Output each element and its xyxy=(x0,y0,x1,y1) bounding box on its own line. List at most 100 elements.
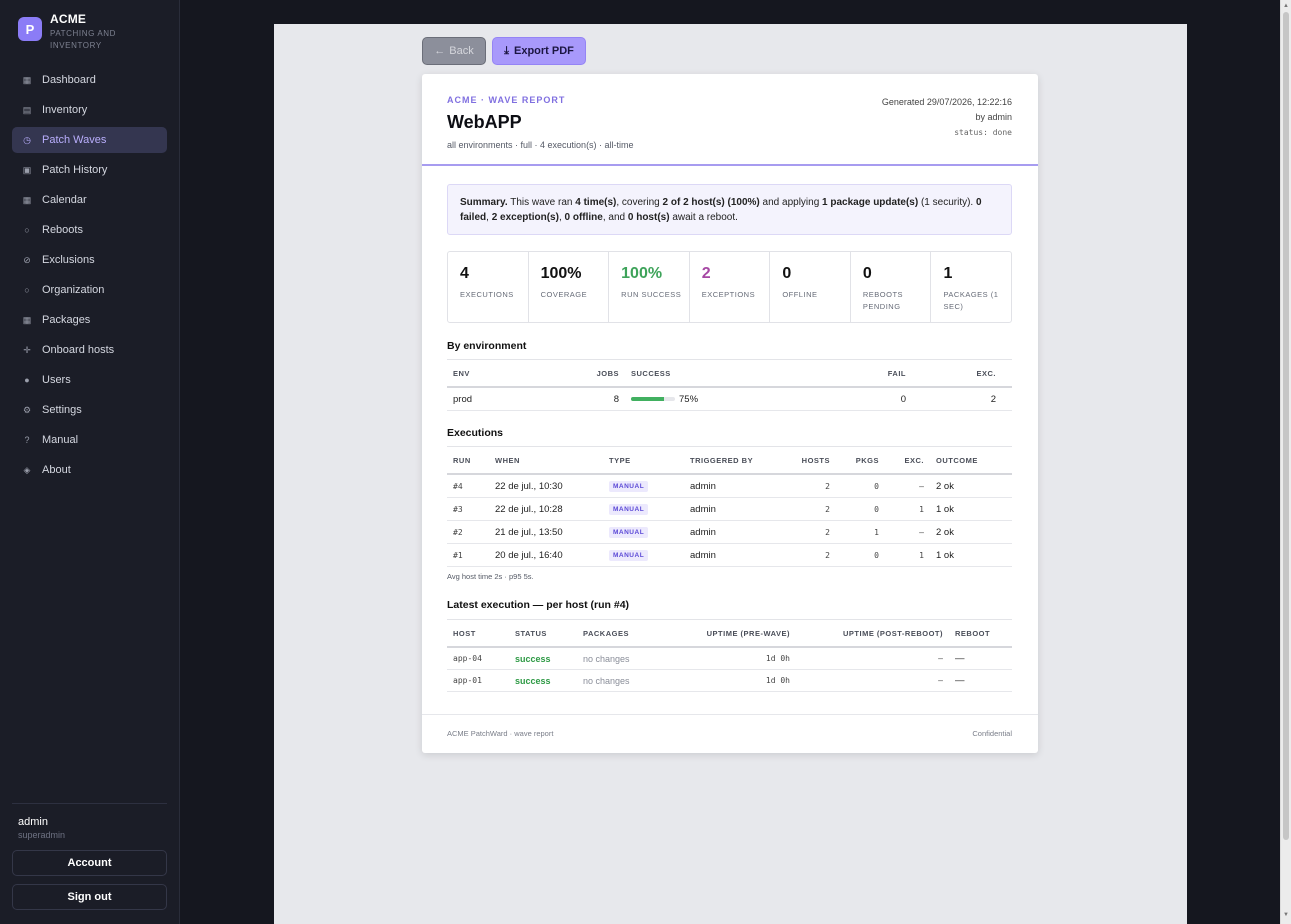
column-header: WHEN xyxy=(495,455,520,465)
export-label: Export PDF xyxy=(513,45,574,57)
exec-run: #3 xyxy=(453,504,463,514)
host-reboot: — xyxy=(955,653,965,664)
account-button[interactable]: Account xyxy=(12,850,167,876)
by-environment-table: ENV JOBS SUCCESS FAIL EXC. prod 8 75% 0 2 xyxy=(447,359,1012,411)
sidebar-item-packages[interactable]: ▦ Packages xyxy=(12,307,167,333)
column-header: REBOOT xyxy=(955,628,991,638)
stat-exceptions: 2 EXCEPTIONS xyxy=(690,252,771,322)
sidebar-item-reboots[interactable]: ○ Reboots xyxy=(12,217,167,243)
user-role: superadmin xyxy=(18,830,66,840)
sidebar-item-calendar[interactable]: ▦ Calendar xyxy=(12,187,167,213)
package-icon: ▦ xyxy=(22,314,32,325)
plus-icon: ✛ xyxy=(23,344,31,355)
summary-lead: Summary. xyxy=(460,197,508,208)
user-name: admin xyxy=(18,816,48,828)
by-environment-heading: By environment xyxy=(447,340,527,352)
sidebar-item-patch-history[interactable]: ▣ Patch History xyxy=(12,157,167,183)
exec-hosts: 2 xyxy=(825,504,830,514)
stat-value: 4 xyxy=(460,265,469,282)
summary-text: , xyxy=(558,212,565,223)
sidebar-item-organization[interactable]: ○ Organization xyxy=(12,277,167,303)
table-row[interactable]: app-04 success no changes 1d 0h — — xyxy=(447,648,1012,670)
column-header: TYPE xyxy=(609,455,631,465)
env-exceptions: 2 xyxy=(990,393,996,405)
column-header: HOST xyxy=(453,628,476,638)
sidebar-item-label: Packages xyxy=(42,314,91,326)
sidebar-item-about[interactable]: ◈ About xyxy=(12,457,167,483)
stat-executions: 4 EXECUTIONS xyxy=(448,252,529,322)
sidebar-item-manual[interactable]: ? Manual xyxy=(12,427,167,453)
sidebar-item-onboard-hosts[interactable]: ✛ Onboard hosts xyxy=(12,337,167,363)
table-header-row: HOST STATUS PACKAGES UPTIME (PRE-WAVE) UPTIM… xyxy=(447,620,1012,648)
summary-text: (1 security). xyxy=(918,197,976,208)
sidebar-item-users[interactable]: ● Users xyxy=(12,367,167,393)
stat-packages-1-sec: 1 PACKAGES (1 SEC) xyxy=(931,252,1011,322)
scrollbar[interactable]: ▲ ▼ xyxy=(1280,0,1291,924)
user-block: admin superadmin xyxy=(12,803,167,840)
table-row[interactable]: #1 20 de jul., 16:40 MANUAL admin 2 0 1 1 ok xyxy=(447,544,1012,567)
export-pdf-button[interactable]: ⤓ Export PDF xyxy=(492,37,586,65)
summary-executions: 4 time(s) xyxy=(575,197,617,208)
wave-report: ACME · WAVE REPORT WebAPP all environmen… xyxy=(422,74,1038,753)
exec-hosts: 2 xyxy=(825,527,830,537)
exec-by: admin xyxy=(690,503,716,515)
column-header: UPTIME (POST-REBOOT) xyxy=(843,628,943,638)
stats-row: 4 EXECUTIONS 100% COVERAGE 100% RUN SUCCESS 2 E… xyxy=(447,251,1012,323)
scroll-down-arrow-icon[interactable]: ▼ xyxy=(1283,912,1289,918)
table-row[interactable]: #4 22 de jul., 10:30 MANUAL admin 2 0 — 2 ok xyxy=(447,475,1012,498)
exec-pkgs: 1 xyxy=(874,527,879,537)
table-header-row: RUN WHEN TYPE TRIGGERED BY HOSTS PKGS EXC. OUTC… xyxy=(447,447,1012,475)
exec-outcome: 2 ok xyxy=(936,526,954,538)
sidebar-item-label: Organization xyxy=(42,284,105,296)
latest-execution-heading: Latest execution — per host (run #4) xyxy=(447,599,630,611)
table-row[interactable]: #3 22 de jul., 10:28 MANUAL admin 2 0 1 1 ok xyxy=(447,498,1012,521)
exec-outcome: 1 ok xyxy=(936,503,954,515)
host-pre: 1d 0h xyxy=(765,676,790,685)
footer-right: Confidential xyxy=(972,729,1012,738)
generated-by: by admin xyxy=(975,112,1012,122)
stat-reboots-pending: 0 REBOOTS PENDING xyxy=(851,252,932,322)
exec-exc: — xyxy=(919,481,924,491)
column-header: TRIGGERED BY xyxy=(690,455,754,465)
per-host-table: HOST STATUS PACKAGES UPTIME (PRE-WAVE) UPTIM… xyxy=(447,619,1012,692)
column-header: JOBS xyxy=(596,368,619,378)
calendar-icon: ▦ xyxy=(22,194,32,205)
host-reboot: — xyxy=(955,675,965,686)
brand-name: ACME xyxy=(50,12,87,26)
sidebar-item-patch-waves[interactable]: ◷ Patch Waves xyxy=(12,127,167,153)
brand[interactable]: P ACME PATCHING AND INVENTORY xyxy=(18,12,130,52)
sidebar-item-label: Patch Waves xyxy=(42,134,107,146)
sidebar-item-inventory[interactable]: ▤ Inventory xyxy=(12,97,167,123)
host-host: app-04 xyxy=(453,654,482,663)
back-button[interactable]: ← Back xyxy=(422,37,486,65)
stat-value: 0 xyxy=(862,265,872,282)
summary-text: This wave ran xyxy=(507,197,576,208)
arrow-left-icon: ← xyxy=(434,45,446,57)
column-header: HOSTS xyxy=(801,455,830,465)
sign-out-button[interactable]: Sign out xyxy=(12,884,167,910)
report-footer: ACME PatchWard · wave report Confidentia… xyxy=(422,714,1038,753)
type-badge: MANUAL xyxy=(609,481,649,492)
question-icon: ? xyxy=(24,435,30,445)
sidebar-item-settings[interactable]: ⚙ Settings xyxy=(12,397,167,423)
sidebar-item-dashboard[interactable]: ▦ Dashboard xyxy=(12,67,167,93)
summary-failed: 0 failed xyxy=(460,197,982,223)
sidebar-item-exclusions[interactable]: ⊘ Exclusions xyxy=(12,247,167,273)
scroll-up-arrow-icon[interactable]: ▲ xyxy=(1283,3,1289,9)
table-row[interactable]: app-01 success no changes 1d 0h — — xyxy=(447,670,1012,692)
success-percent: 75% xyxy=(679,393,699,405)
host-post: — xyxy=(938,654,943,663)
table-row[interactable]: #2 21 de jul., 13:50 MANUAL admin 2 1 — 2 ok xyxy=(447,521,1012,544)
summary-text: , and xyxy=(602,212,628,223)
scrollbar-thumb[interactable] xyxy=(1283,12,1289,840)
summary-coverage: 2 of 2 host(s) (100%) xyxy=(662,197,760,208)
summary-text: await a reboot. xyxy=(669,212,738,223)
sidebar-item-label: Calendar xyxy=(42,194,87,206)
exec-hosts: 2 xyxy=(825,550,830,560)
exec-by: admin xyxy=(690,549,716,561)
sidebar-item-label: Users xyxy=(42,374,71,386)
column-header: SUCCESS xyxy=(631,368,671,378)
exec-run: #1 xyxy=(453,550,463,560)
stat-run-success: 100% RUN SUCCESS xyxy=(609,252,690,322)
host-time-note: Avg host time 2s · p95 5s. xyxy=(447,572,534,581)
